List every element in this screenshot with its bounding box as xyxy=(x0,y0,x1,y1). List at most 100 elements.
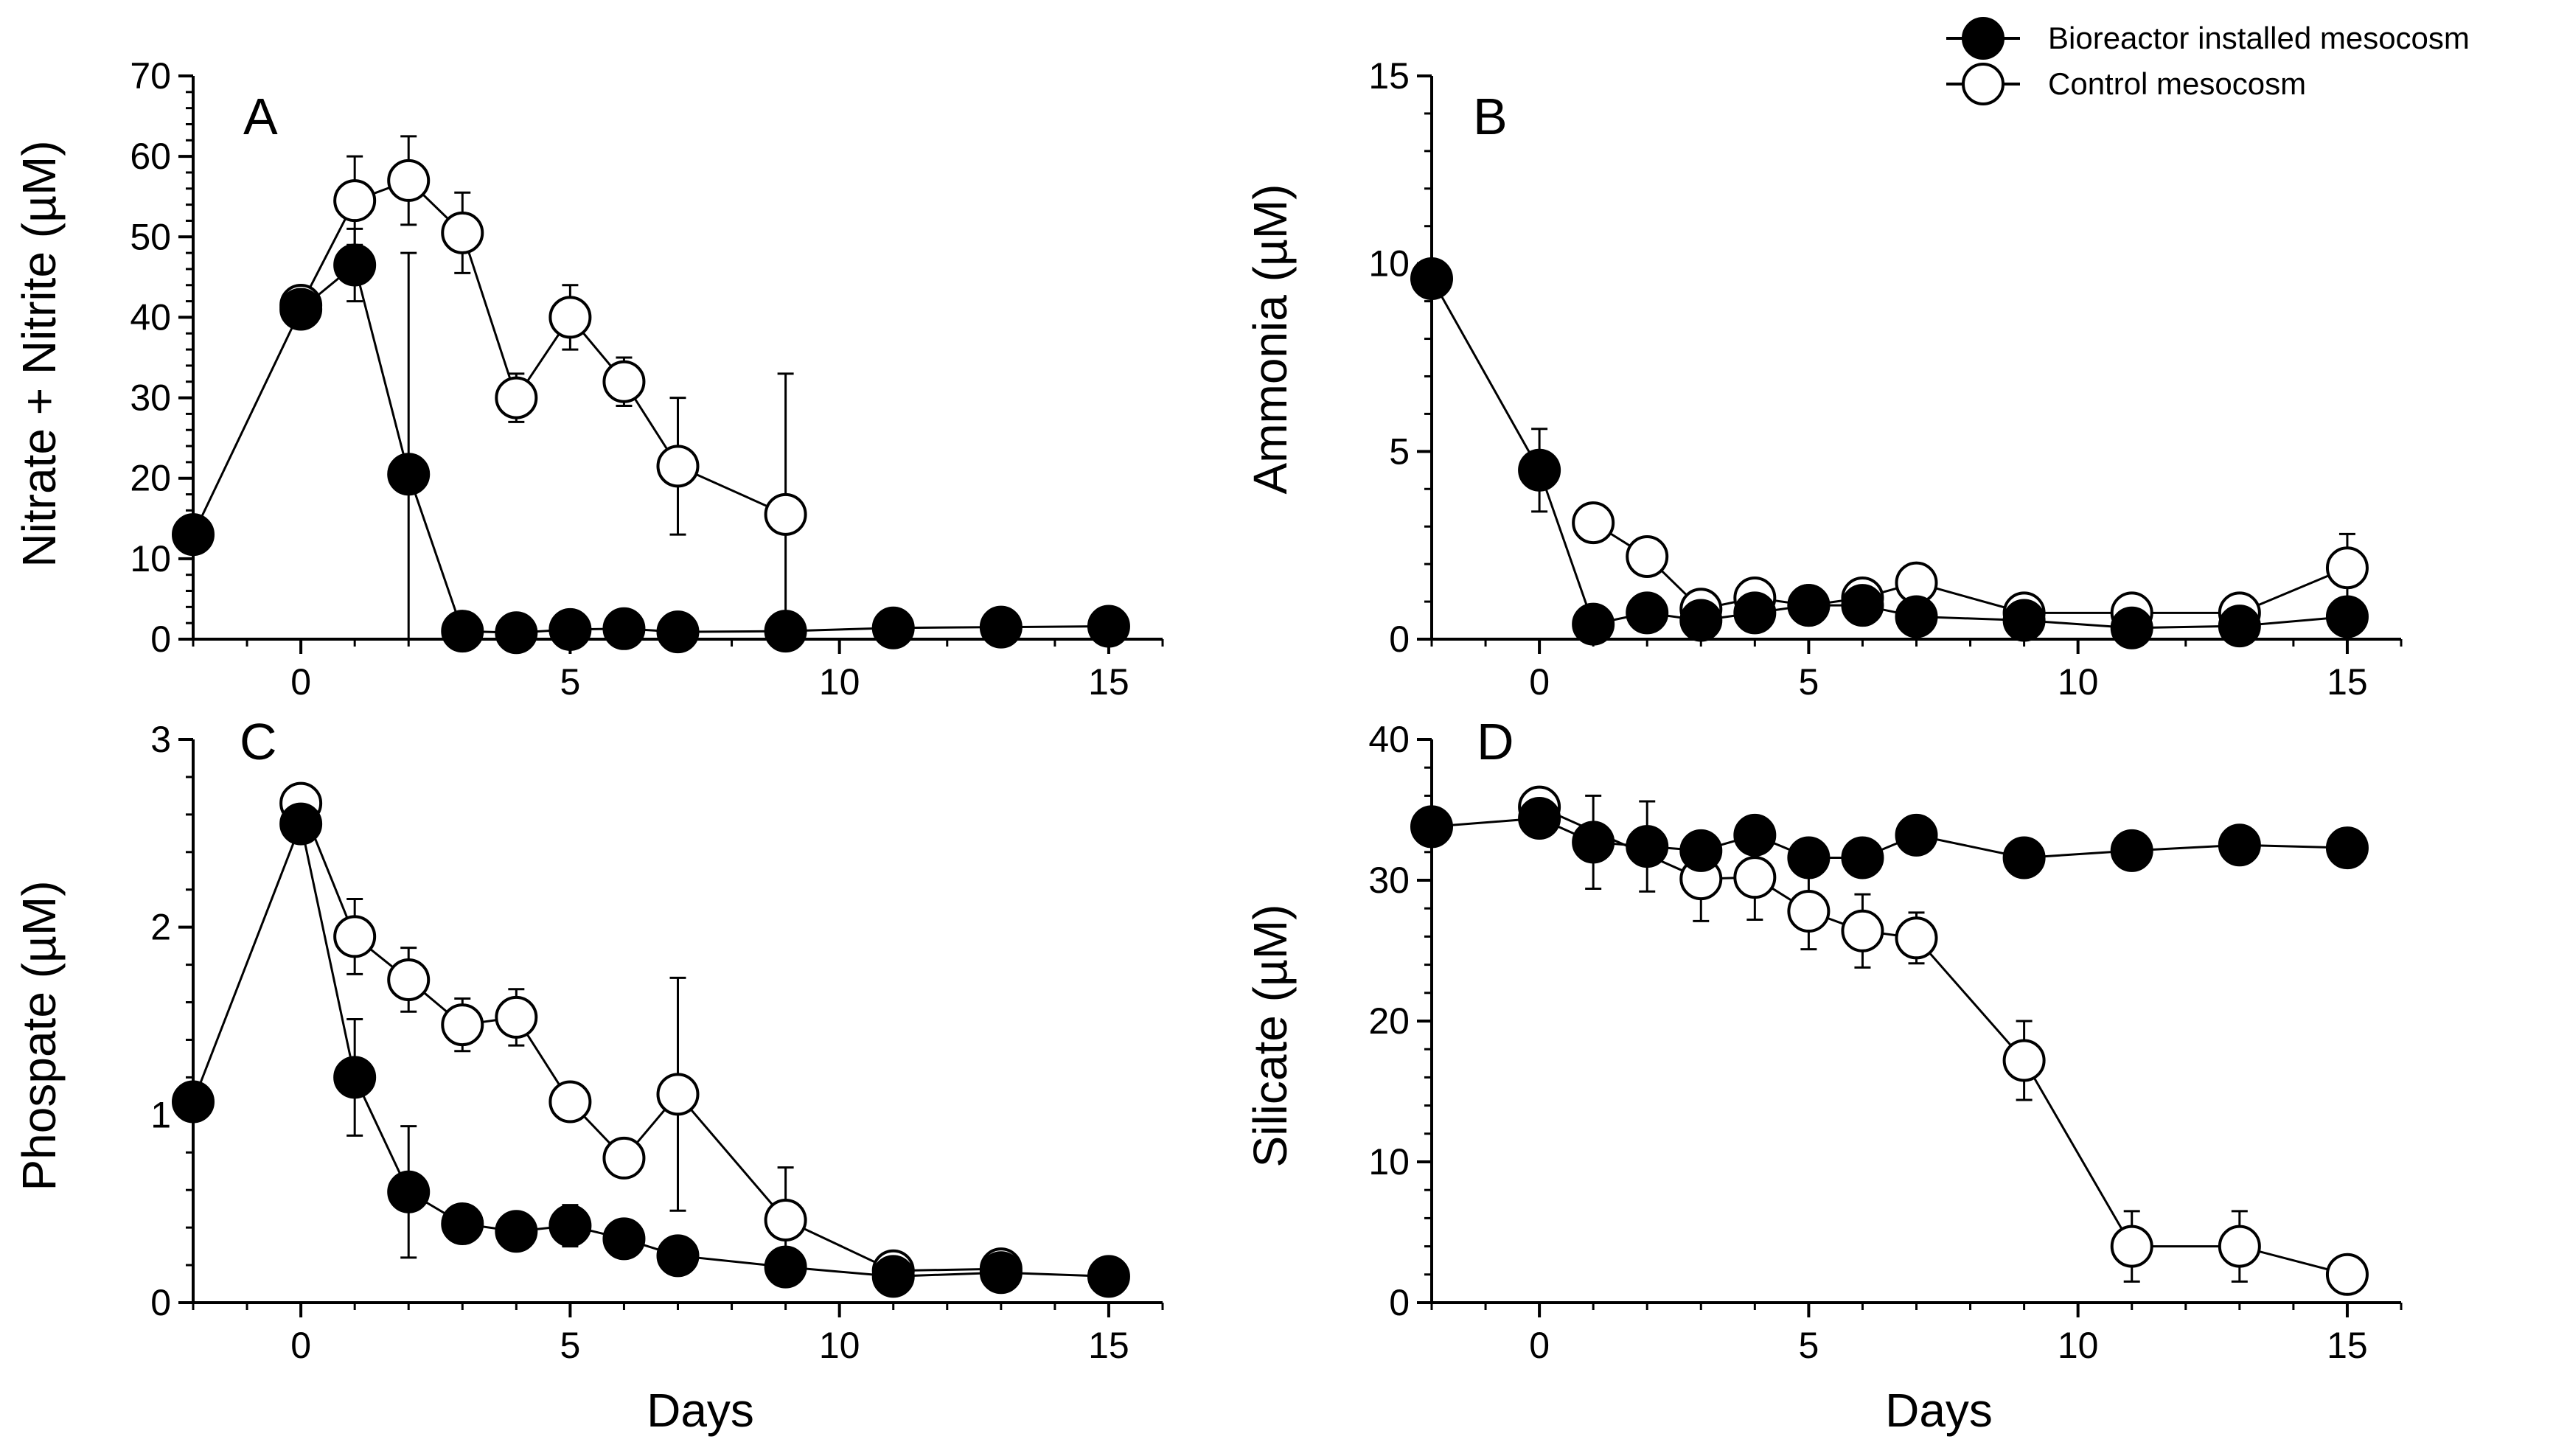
panel-b-x-tick-label: 0 xyxy=(1529,661,1550,703)
panel-a-bioreactor-point xyxy=(387,453,431,496)
panel-a-control-point xyxy=(441,211,484,254)
panel-a-control-point xyxy=(548,296,592,339)
panel-c-control-point xyxy=(387,958,431,1001)
panel-c-bioreactor-point xyxy=(979,1251,1023,1295)
panel-d-control-point xyxy=(2110,1225,2153,1268)
panel-d-control-point xyxy=(1895,916,1938,960)
panel-a-control-point xyxy=(656,445,700,488)
panel-c-bioreactor-point xyxy=(333,1056,377,1099)
panel-c-bioreactor-point xyxy=(548,1204,592,1247)
panel-b-y-axis-label: Ammonia (µM) xyxy=(1244,184,1297,495)
panel-a-x-tick-label: 5 xyxy=(560,661,580,703)
panel-c-control-point xyxy=(333,915,377,958)
panel-c-x-tick-label: 0 xyxy=(290,1325,311,1366)
panel-a-y-tick-label: 50 xyxy=(130,216,171,257)
panel-d-control-point xyxy=(2325,1253,2369,1296)
panel-d-bioreactor-point xyxy=(1679,829,1723,872)
panel-a-bioreactor-point xyxy=(764,610,807,653)
panel-b-y-tick-label: 0 xyxy=(1389,619,1410,660)
panel-b-y-tick-label: 15 xyxy=(1368,55,1410,97)
panel-b-bioreactor-point xyxy=(1410,257,1453,301)
panel-a-y-tick-label: 60 xyxy=(130,136,171,177)
panel-b-bioreactor-point xyxy=(2218,605,2261,648)
panel-a-bioreactor-point xyxy=(495,611,538,655)
panel-d-x-tick-label: 0 xyxy=(1529,1325,1550,1366)
panel-b-bioreactor-point xyxy=(1626,591,1669,635)
panel-a-bioreactor-point xyxy=(333,243,377,287)
panel-c-control-point xyxy=(441,1003,484,1047)
panel-b-bioreactor-point xyxy=(1572,602,1615,646)
panel-a-control-point xyxy=(387,159,431,202)
panel-c-bioreactor-point xyxy=(656,1234,700,1278)
panel-c-control-point xyxy=(656,1073,700,1116)
legend-bioreactor-marker xyxy=(1962,17,2005,60)
panel-d-bioreactor-point xyxy=(1895,813,1938,857)
panel-b-bioreactor-point xyxy=(1895,595,1938,638)
panel-b-bioreactor-series-line xyxy=(1430,278,2348,630)
panel-a-plot: 0 5 10 15 0 10 20 30 40 50 60 70 xyxy=(130,55,1164,703)
legend-bioreactor-label: Bioreactor installed mesocosm xyxy=(2048,21,2470,55)
panel-a-bioreactor-point xyxy=(441,610,484,653)
panel-d-bioreactor-point xyxy=(2325,826,2369,870)
panel-d-y-axis-label: Silicate (µM) xyxy=(1244,905,1297,1168)
panel-d-control-series-line xyxy=(1539,806,2348,1276)
panel-d-control-point xyxy=(2002,1039,2046,1082)
panel-a-bioreactor-point xyxy=(656,610,700,654)
panel-d-bioreactor-point xyxy=(1841,836,1884,879)
panel-b-control-point xyxy=(2325,546,2369,590)
panel-d: 0 5 10 15 0 10 20 30 40 D Silicate (µM) Days xyxy=(1244,713,2403,1437)
panel-d-bioreactor-point xyxy=(1572,821,1615,864)
panel-b-bioreactor-point xyxy=(1518,448,1561,492)
panel-a-x-tick-label: 0 xyxy=(290,661,311,703)
panel-d-x-tick-label: 5 xyxy=(1798,1325,1819,1366)
panel-c-bioreactor-point xyxy=(764,1245,807,1289)
panel-c-bioreactor-point xyxy=(441,1202,484,1246)
panel-d-bioreactor-point xyxy=(1626,825,1669,868)
panel-b-control-point xyxy=(1572,501,1615,545)
panel-b: 0 5 10 15 0 5 10 15 B Ammonia (µM) xyxy=(1244,55,2403,703)
panel-a-y-tick-label: 10 xyxy=(130,538,171,579)
panel-c-bioreactor-point xyxy=(495,1210,538,1253)
legend-control-marker xyxy=(1962,63,2005,105)
panel-a-bioreactor-point xyxy=(1087,605,1130,648)
panel-d-y-tick-label: 20 xyxy=(1368,1000,1410,1042)
panel-a-y-axis-label: Nitrate + Nitrite (µM) xyxy=(13,140,66,567)
panel-c-control-point xyxy=(602,1136,646,1180)
panel-c-x-tick-label: 5 xyxy=(560,1325,580,1366)
panel-d-bioreactor-series-line xyxy=(1431,817,2347,859)
panel-c-bioreactor-point xyxy=(279,802,323,846)
panel-a-bioreactor-point xyxy=(871,606,915,649)
panel-b-y-tick-label: 10 xyxy=(1368,243,1410,285)
panel-c-bioreactor-series-line xyxy=(192,820,1109,1278)
panel-a: 0 5 10 15 0 10 20 30 40 50 60 70 A Nitrate + Nitrit… xyxy=(13,55,1164,703)
panel-a-x-tick-label: 15 xyxy=(1088,661,1129,703)
panel-c-y-tick-label: 3 xyxy=(150,719,171,760)
panel-d-bioreactor-point xyxy=(1410,805,1453,849)
panel-c-letter: C xyxy=(240,713,277,770)
panel-c-x-axis-label: Days xyxy=(647,1384,754,1437)
panel-b-control-point xyxy=(1626,534,1669,578)
panel-a-y-tick-label: 30 xyxy=(130,377,171,419)
panel-d-bioreactor-point xyxy=(2218,823,2261,867)
panel-b-bioreactor-point xyxy=(2325,595,2369,638)
panel-d-control-point xyxy=(2218,1225,2261,1268)
panel-b-bioreactor-point xyxy=(2002,599,2046,642)
panel-b-bioreactor-point xyxy=(2110,606,2153,649)
panel-a-y-tick-label: 20 xyxy=(130,458,171,499)
panel-c-bioreactor-point xyxy=(871,1255,915,1298)
panel-c-y-axis-label: Phospate (µM) xyxy=(13,880,66,1191)
panel-c: 0 5 10 15 0 1 2 3 C Phospate (µM) Days xyxy=(13,713,1164,1437)
panel-d-control-point xyxy=(1787,890,1831,933)
panel-c-x-tick-label: 10 xyxy=(819,1325,860,1366)
panel-b-bioreactor-point xyxy=(1787,584,1831,627)
panel-a-control-point xyxy=(602,360,646,403)
panel-d-bioreactor-point xyxy=(1733,813,1777,857)
panel-c-y-tick-label: 2 xyxy=(150,907,171,948)
panel-c-control-point xyxy=(548,1080,592,1124)
panel-b-x-tick-label: 5 xyxy=(1798,661,1819,703)
panel-a-letter: A xyxy=(243,88,278,145)
panel-c-bioreactor-point xyxy=(172,1080,215,1124)
panel-d-y-tick-label: 0 xyxy=(1389,1282,1410,1323)
panel-b-x-tick-label: 10 xyxy=(2058,661,2099,703)
panel-b-bioreactor-point xyxy=(1841,584,1884,627)
